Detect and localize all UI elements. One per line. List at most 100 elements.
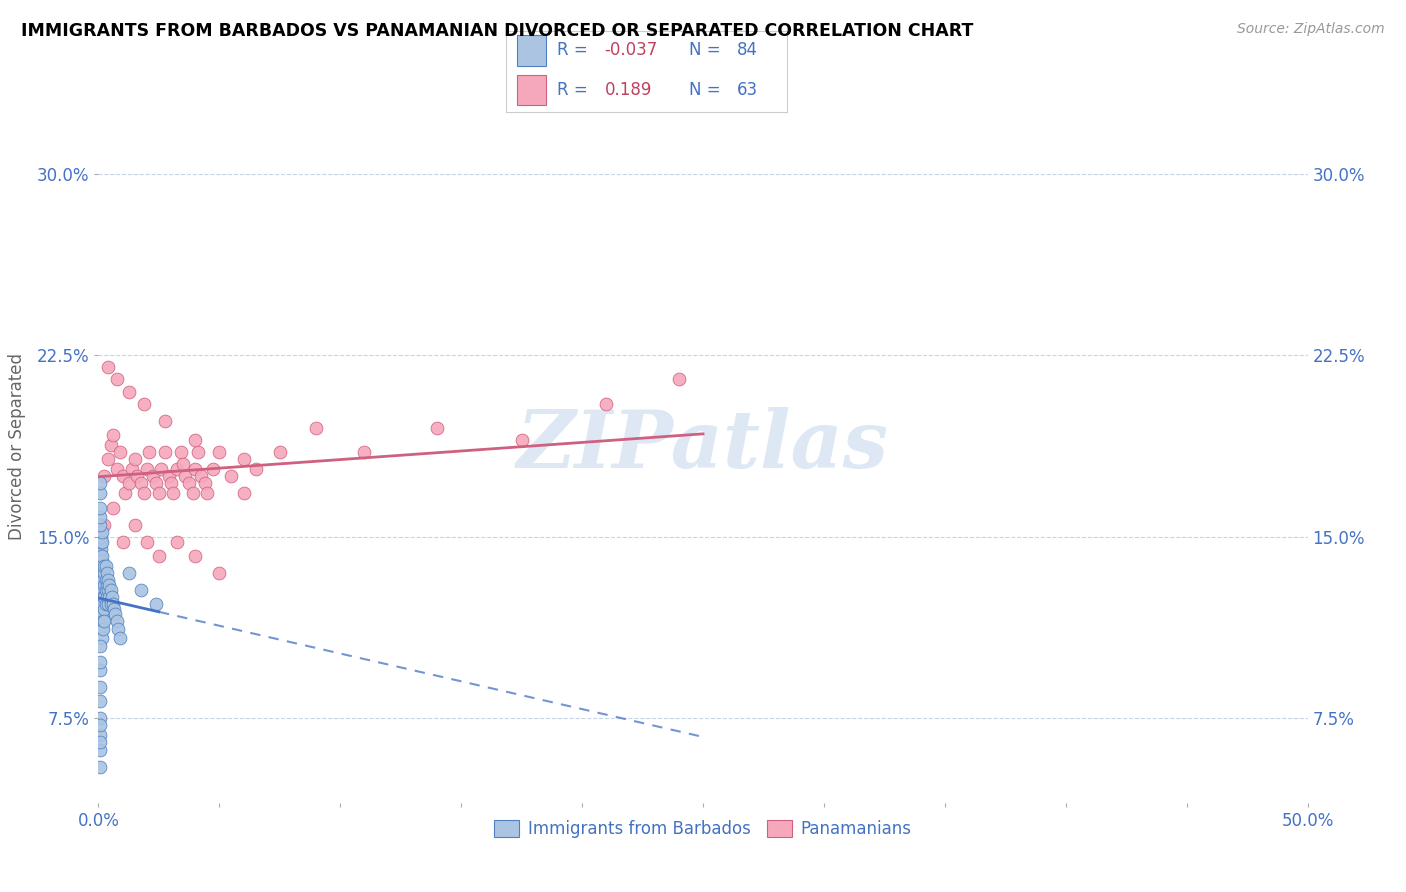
Point [166,534,188,549]
Point [105,372,128,386]
Point [90,530,112,544]
Text: ZIPatlas: ZIPatlas [517,408,889,484]
Point [89,711,111,725]
Point [90,558,112,573]
Text: IMMIGRANTS FROM BARBADOS VS PANAMANIAN DIVORCED OR SEPARATED CORRELATION CHART: IMMIGRANTS FROM BARBADOS VS PANAMANIAN D… [21,22,973,40]
Point [124,517,146,532]
Point [208,445,231,459]
Point [174,469,197,483]
Text: R =: R = [557,42,593,60]
Point [101,598,124,612]
Text: N =: N = [689,42,725,60]
Point [101,500,124,515]
Point [100,598,122,612]
Point [90,534,112,549]
Point [153,414,176,428]
Point [269,445,291,459]
Point [94,558,117,573]
Point [105,615,128,629]
Point [89,759,111,773]
Point [91,582,114,597]
Point [108,445,131,459]
Y-axis label: Divorced or Separated: Divorced or Separated [7,352,25,540]
Text: 84: 84 [737,42,758,60]
Point [90,598,112,612]
Text: Source: ZipAtlas.com: Source: ZipAtlas.com [1237,22,1385,37]
Point [96,566,118,580]
Point [187,445,209,459]
Point [90,574,112,588]
Point [595,397,617,411]
Point [90,541,112,556]
Point [89,639,111,653]
Point [153,445,176,459]
Point [93,578,115,592]
Point [124,452,146,467]
Point [91,554,114,568]
Point [169,445,191,459]
Point [89,694,111,708]
Point [89,554,111,568]
Point [91,582,114,597]
Point [121,462,143,476]
Point [245,462,267,476]
Point [190,469,212,483]
Point [194,476,217,491]
Point [104,607,127,621]
Point [179,476,201,491]
Point [97,452,120,467]
Point [426,421,449,435]
Text: N =: N = [689,81,725,99]
Text: R =: R = [557,81,593,99]
Point [91,566,114,580]
Point [134,397,156,411]
Point [127,469,149,483]
Point [148,549,170,563]
Point [668,372,690,386]
Point [100,590,122,604]
Point [98,578,121,592]
Point [145,598,167,612]
Point [232,452,254,467]
Point [97,360,120,375]
Point [97,598,120,612]
Point [96,578,118,592]
Point [166,462,188,476]
Point [90,549,112,563]
Point [118,384,141,399]
Point [90,590,112,604]
Point [111,534,134,549]
Bar [517,75,546,105]
Point [98,590,121,604]
Point [91,622,114,636]
Point [232,486,254,500]
Point [118,566,141,580]
Point [135,462,157,476]
Point [114,486,136,500]
Point [184,462,207,476]
Point [108,632,131,646]
Point [89,534,111,549]
Point [90,615,112,629]
Bar [517,36,546,66]
Point [93,602,115,616]
Point [305,421,328,435]
Point [90,566,112,580]
Point [181,486,204,500]
Point [89,735,111,749]
Point [89,517,111,532]
Point [89,663,111,677]
Point [96,590,118,604]
Point [184,433,207,447]
Point [129,476,152,491]
Point [138,445,160,459]
Point [89,510,111,524]
Point [162,486,184,500]
Point [89,547,111,561]
Point [89,718,111,732]
Point [91,602,114,616]
Point [93,590,115,604]
Point [89,566,111,580]
Point [90,578,112,592]
Point [208,566,231,580]
